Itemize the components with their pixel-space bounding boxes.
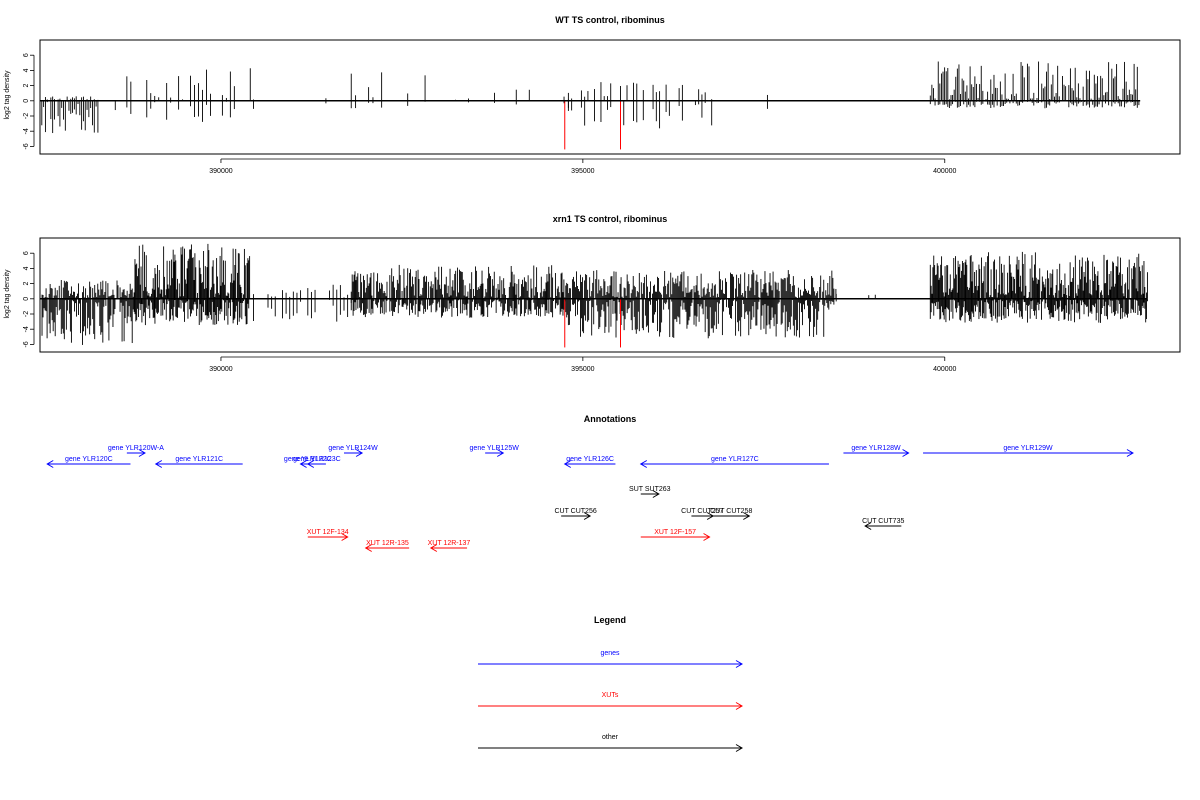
- annotation-label-gene-ylr121c: gene YLR121C: [175, 456, 223, 463]
- xrn1-plot-frame: [39, 237, 1181, 353]
- wt-y-axis-label: log2 tag density: [4, 70, 11, 120]
- y-tick-label: 0: [23, 99, 30, 103]
- y-tick-label: 4: [23, 266, 30, 270]
- annotation-arrow-xut-12r-135: [364, 544, 410, 552]
- annotation-arrow-gene-ylr128w: [843, 449, 910, 457]
- x-tick-label: 400000: [933, 168, 956, 175]
- annotation-label-xut-12r-137: XUT 12R-137: [428, 540, 471, 547]
- annotation-label-sut-sut263: SUT SUT263: [629, 486, 671, 493]
- wt-bars: [39, 61, 1140, 134]
- y-tick-label: -6: [23, 143, 30, 149]
- annotation-label-xut-12r-135: XUT 12R-135: [366, 540, 409, 547]
- x-tick-label: 395000: [571, 366, 594, 373]
- annotation-label-gene-ylr123c: gene YLR123C: [293, 456, 341, 463]
- wt-density-panel: WT TS control, ribominus log2 tag densit…: [4, 15, 1181, 175]
- annotation-arrow-cut-cut735: [864, 522, 902, 530]
- x-tick-label: 390000: [209, 366, 232, 373]
- wt-highlight-bars: [564, 100, 621, 150]
- annotation-label-cut-cut258: CUT CUT258: [710, 508, 752, 515]
- wt-panel-title: WT TS control, ribominus: [555, 15, 665, 25]
- annotation-label-xut-12f-134: XUT 12F-134: [307, 529, 349, 536]
- annotation-arrow-xut-12r-137: [429, 544, 468, 552]
- annotations-title: Annotations: [584, 414, 637, 424]
- legend-arrow-genes: [478, 660, 743, 668]
- y-tick-label: -6: [23, 341, 30, 347]
- annotation-arrow-gene-ylr121c: [154, 460, 243, 468]
- wt-y-axis: -6 -4 -2 0 2 4 6: [23, 53, 35, 150]
- x-tick-label: 390000: [209, 168, 232, 175]
- annotation-label-gene-ylr124w: gene YLR124W: [328, 445, 378, 452]
- y-tick-label: -2: [23, 113, 30, 119]
- x-tick-label: 400000: [933, 366, 956, 373]
- annotation-label-gene-ylr126c: gene YLR126C: [566, 456, 614, 463]
- annotation-label-cut-cut256: CUT CUT256: [554, 508, 596, 515]
- y-tick-label: 2: [23, 84, 30, 88]
- legend-label-genes: genes: [600, 650, 620, 657]
- xrn1-panel-title: xrn1 TS control, ribominus: [553, 214, 668, 224]
- legend-items: genes XUTs other: [478, 650, 743, 752]
- y-tick-label: 4: [23, 68, 30, 72]
- legend-panel: Legend genes XUTs other: [478, 615, 743, 752]
- y-tick-label: 2: [23, 282, 30, 286]
- annotation-arrow-gene-ylr125w: [485, 449, 505, 457]
- y-tick-label: 6: [23, 53, 30, 57]
- annotation-label-cut-cut735: CUT CUT735: [862, 518, 904, 525]
- y-tick-label: -2: [23, 311, 30, 317]
- annotation-label-gene-ylr127c: gene YLR127C: [711, 456, 759, 463]
- annotation-arrow-gene-ylr129w: [923, 449, 1134, 457]
- y-tick-label: 0: [23, 297, 30, 301]
- annotation-features: gene YLR120C gene YLR120W-A gene YLR121C ge…: [46, 445, 1134, 552]
- xrn1-x-axis: 390000 395000 400000: [209, 356, 957, 373]
- xrn1-y-axis-label: log2 tag density: [4, 269, 11, 319]
- legend-arrow-xuts: [478, 702, 743, 710]
- annotation-arrow-gene-ylr124w: [344, 449, 364, 457]
- xrn1-density-panel: xrn1 TS control, ribominus log2 tag dens…: [4, 214, 1181, 373]
- annotation-label-xut-12f-157: XUT 12F-157: [654, 529, 696, 536]
- annotation-label-cut-cut257: CUT CUT257: [681, 508, 723, 515]
- annotation-arrow-gene-ylr120w-a: [126, 449, 146, 457]
- legend-label-xuts: XUTs: [602, 692, 619, 699]
- legend-label-other: other: [602, 734, 619, 741]
- annotation-label-gene-ylr125w: gene YLR125W: [470, 445, 520, 452]
- annotation-label-gene-ylr122c: gene YLR122C: [284, 456, 332, 463]
- y-tick-label: -4: [23, 128, 30, 134]
- annotation-label-gene-ylr120c: gene YLR120C: [65, 456, 113, 463]
- annotation-arrow-gene-ylr126c: [563, 460, 616, 468]
- y-tick-label: 6: [23, 251, 30, 255]
- annotation-arrow-sut-sut263: [640, 490, 660, 498]
- annotation-arrow-xut-12f-134: [307, 533, 349, 541]
- annotation-arrow-gene-ylr123c: [306, 460, 326, 468]
- annotation-arrow-gene-ylr127c: [639, 460, 829, 468]
- x-tick-label: 395000: [571, 168, 594, 175]
- legend-title: Legend: [594, 615, 626, 625]
- wt-x-axis: 390000 395000 400000: [209, 158, 957, 175]
- annotation-arrow-xut-12f-157: [640, 533, 711, 541]
- annotation-arrow-gene-ylr120c: [46, 460, 131, 468]
- xrn1-highlight-bars: [564, 298, 621, 348]
- y-tick-label: -4: [23, 326, 30, 332]
- annotation-arrow-cut-cut256: [561, 512, 592, 520]
- wt-plot-frame: [39, 39, 1181, 155]
- legend-arrow-other: [478, 744, 743, 752]
- annotation-arrow-cut-cut258: [713, 512, 751, 520]
- annotation-label-gene-ylr120w-a: gene YLR120W-A: [108, 445, 164, 452]
- annotation-label-gene-ylr128w: gene YLR128W: [851, 445, 901, 452]
- xrn1-y-axis: -6 -4 -2 0 2 4 6: [23, 251, 35, 348]
- annotation-label-gene-ylr129w: gene YLR129W: [1003, 445, 1053, 452]
